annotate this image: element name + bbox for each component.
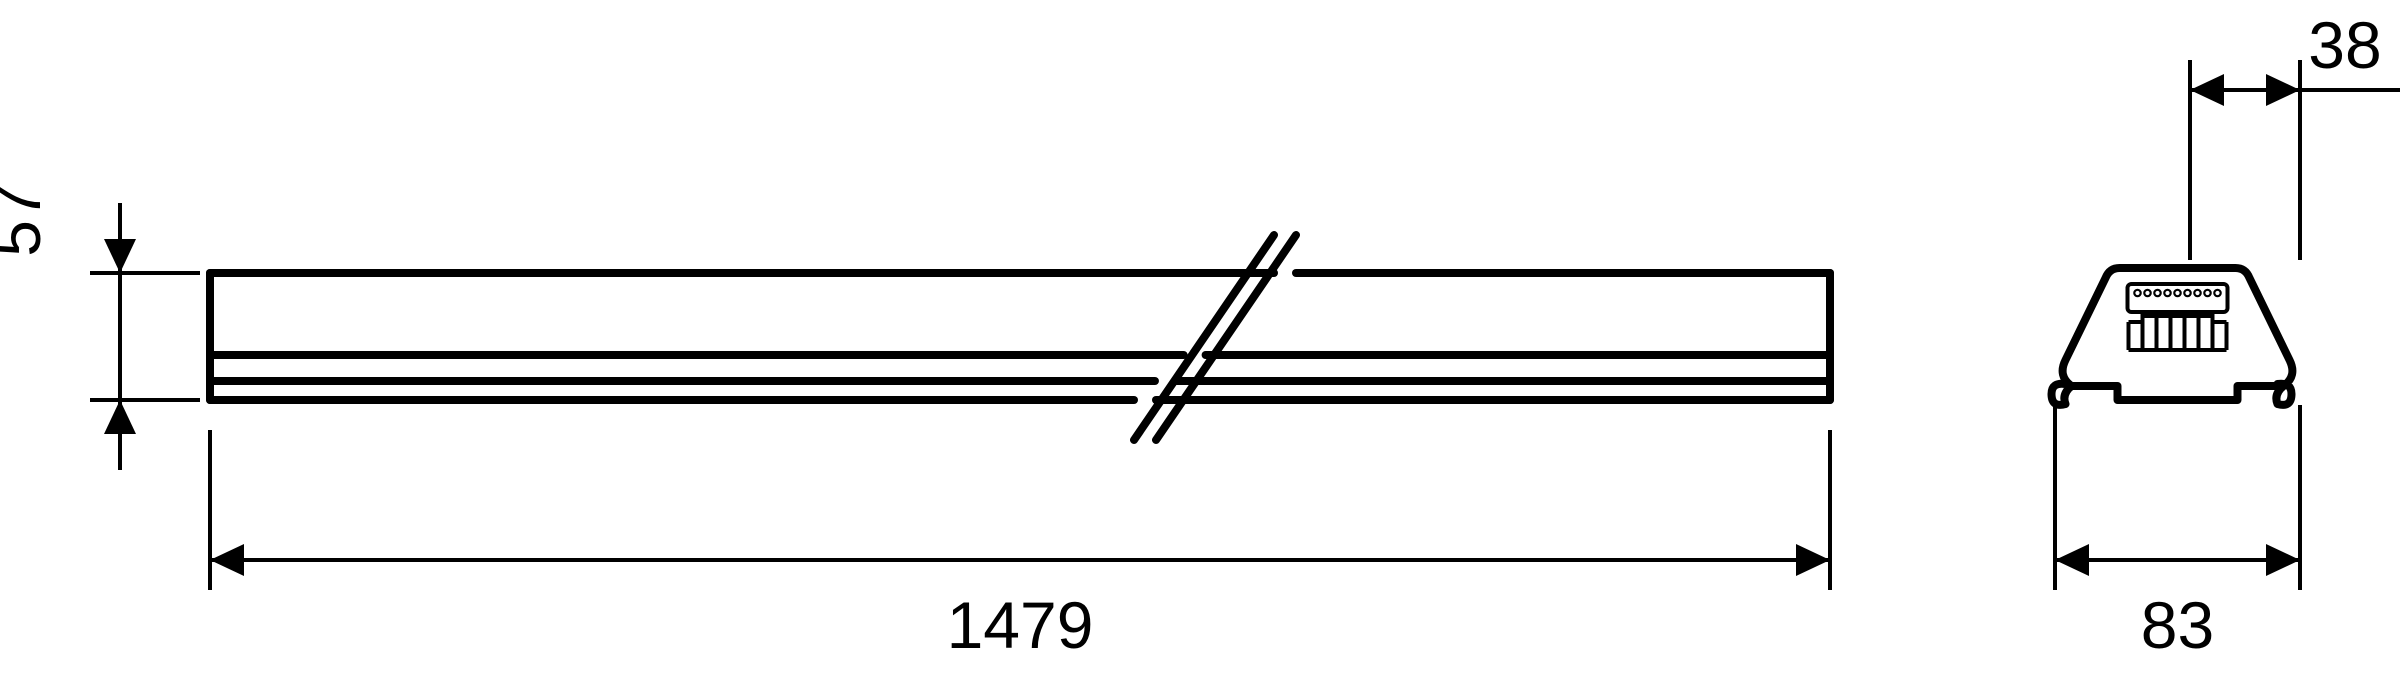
dimension-label: 1479 bbox=[947, 588, 1094, 662]
dimension-label: 83 bbox=[2141, 588, 2214, 662]
dimension-label: 38 bbox=[2308, 8, 2381, 82]
dimension-label: 57 bbox=[0, 183, 54, 256]
